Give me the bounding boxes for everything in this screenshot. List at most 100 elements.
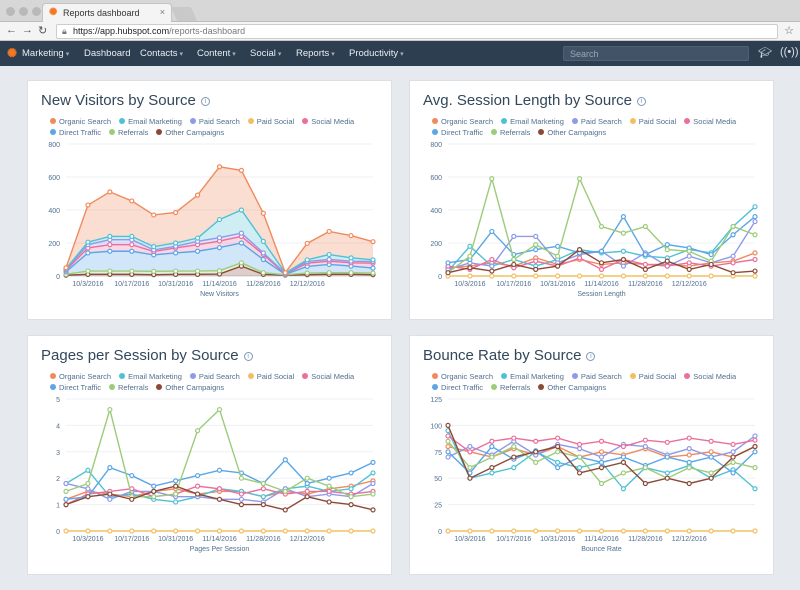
legend-item-direct-traffic[interactable]: Direct Traffic	[50, 127, 101, 138]
reload-icon[interactable]: ↻	[38, 25, 48, 37]
card-title: Avg. Session Length by Source i	[423, 92, 647, 109]
info-icon[interactable]: i	[200, 97, 210, 106]
point-other-campaigns	[107, 491, 113, 497]
hubspot-logo-icon[interactable]: ✺	[7, 46, 18, 60]
new-tab-button[interactable]	[170, 7, 198, 21]
legend-swatch	[432, 373, 438, 379]
point-other-campaigns	[642, 480, 648, 487]
point-referrals	[489, 176, 495, 182]
legend-item-paid-social[interactable]: Paid Social	[247, 371, 294, 382]
legend-swatch	[189, 373, 196, 379]
point-direct-traffic	[260, 256, 266, 263]
point-organic-search	[173, 209, 179, 216]
info-icon[interactable]: i	[586, 352, 596, 361]
legend-item-organic-search[interactable]: Organic Search	[50, 371, 111, 382]
point-direct-traffic	[85, 250, 91, 256]
browser-tab[interactable]: ✺ Reports dashboard ×	[42, 3, 172, 22]
x-tick-label: 11/28/2016	[246, 281, 281, 288]
legend-item-other-campaigns[interactable]: Other Campaigns	[156, 127, 224, 138]
legend-item-paid-social[interactable]: Paid Social	[247, 116, 294, 127]
legend-item-other-campaigns[interactable]: Other Campaigns	[538, 382, 606, 393]
legend-item-paid-search[interactable]: Paid Search	[189, 116, 240, 127]
point-social-media	[686, 260, 692, 266]
legend-item-email-marketing[interactable]: Email Marketing	[501, 116, 564, 127]
legend-swatch	[490, 129, 497, 135]
legend-item-paid-social[interactable]: Paid Social	[629, 116, 676, 127]
window-close-dot[interactable]	[6, 7, 15, 16]
legend-item-referrals[interactable]: Referrals	[490, 127, 530, 138]
legend-item-social-media[interactable]: Social Media	[302, 116, 354, 127]
back-arrow-icon[interactable]: ←	[6, 24, 17, 36]
point-referrals	[151, 494, 157, 500]
nav-content[interactable]: Content ▾	[197, 48, 236, 59]
point-other-campaigns	[708, 261, 714, 268]
point-referrals	[173, 491, 179, 497]
point-social-media	[642, 437, 648, 443]
legend-item-social-media[interactable]: Social Media	[302, 371, 354, 382]
legend-item-direct-traffic[interactable]: Direct Traffic	[432, 382, 483, 393]
info-icon[interactable]: i	[637, 97, 647, 106]
legend-item-paid-search[interactable]: Paid Search	[189, 371, 240, 382]
window-zoom-dot[interactable]	[32, 7, 41, 16]
legend-item-organic-search[interactable]: Organic Search	[50, 116, 111, 127]
academy-icon[interactable]: 🎓︎	[758, 47, 772, 59]
point-paid-search	[598, 454, 605, 460]
forward-arrow-icon[interactable]: →	[22, 24, 33, 36]
point-other-campaigns	[576, 247, 583, 253]
legend-item-referrals[interactable]: Referrals	[108, 382, 148, 393]
nav-marketing[interactable]: Marketing ▾	[22, 48, 70, 59]
legend-item-direct-traffic[interactable]: Direct Traffic	[50, 382, 101, 393]
legend-item-other-campaigns[interactable]: Other Campaigns	[538, 127, 606, 138]
point-email-marketing	[620, 248, 627, 254]
legend-item-email-marketing[interactable]: Email Marketing	[119, 116, 182, 127]
nav-dashboard[interactable]: Dashboard	[84, 48, 131, 59]
nav-social[interactable]: Social ▾	[250, 48, 282, 59]
x-axis-title: New Visitors	[200, 291, 239, 298]
nav-contacts[interactable]: Contacts ▾	[140, 48, 184, 59]
y-tick-label: 1	[56, 503, 60, 510]
y-tick-label: 4	[56, 423, 60, 430]
point-direct-traffic	[555, 243, 561, 249]
point-referrals	[730, 223, 736, 230]
broadcast-icon[interactable]: ((•))	[780, 46, 799, 58]
legend-item-referrals[interactable]: Referrals	[490, 382, 530, 393]
legend-item-organic-search[interactable]: Organic Search	[432, 371, 493, 382]
legend-item-other-campaigns[interactable]: Other Campaigns	[156, 382, 224, 393]
legend-item-referrals[interactable]: Referrals	[108, 127, 148, 138]
point-paid-search	[85, 486, 91, 492]
point-paid-social	[194, 528, 201, 534]
legend-item-social-media[interactable]: Social Media	[684, 116, 736, 127]
legend-item-paid-search[interactable]: Paid Search	[571, 371, 622, 382]
nav-reports[interactable]: Reports ▾	[296, 48, 335, 59]
nav-productivity[interactable]: Productivity ▾	[349, 48, 404, 59]
y-tick-label: 50	[434, 476, 442, 483]
point-email-marketing	[107, 233, 113, 239]
point-referrals	[107, 268, 113, 274]
legend-item-email-marketing[interactable]: Email Marketing	[501, 371, 564, 382]
legend-item-paid-social[interactable]: Paid Social	[629, 371, 676, 382]
point-paid-search	[238, 230, 245, 236]
search-input[interactable]: Search	[563, 46, 749, 61]
info-icon[interactable]: i	[243, 352, 253, 361]
point-referrals	[752, 465, 758, 471]
point-paid-social	[348, 528, 354, 534]
legend-item-social-media[interactable]: Social Media	[684, 371, 736, 382]
legend-swatch	[432, 384, 438, 390]
app-nav-bar: ✺ Marketing ▾ Dashboard Contacts ▾ Content…	[0, 41, 800, 66]
tab-close-icon[interactable]: ×	[159, 7, 165, 17]
point-paid-social	[467, 528, 473, 534]
point-email-marketing	[555, 459, 561, 465]
point-referrals	[686, 248, 692, 254]
point-social-media	[642, 261, 648, 268]
point-other-campaigns	[686, 480, 692, 487]
url-field[interactable]: 🔒︎ https://app.hubspot.com/reports-dashb…	[56, 24, 778, 39]
window-minimize-dot[interactable]	[19, 7, 28, 16]
legend-item-organic-search[interactable]: Organic Search	[432, 116, 493, 127]
legend-item-direct-traffic[interactable]: Direct Traffic	[432, 127, 483, 138]
point-direct-traffic	[107, 248, 113, 254]
point-direct-traffic	[194, 248, 201, 254]
legend-label: Direct Traffic	[441, 383, 483, 392]
bookmark-star-icon[interactable]: ☆	[784, 25, 794, 37]
legend-item-paid-search[interactable]: Paid Search	[571, 116, 622, 127]
legend-item-email-marketing[interactable]: Email Marketing	[119, 371, 182, 382]
